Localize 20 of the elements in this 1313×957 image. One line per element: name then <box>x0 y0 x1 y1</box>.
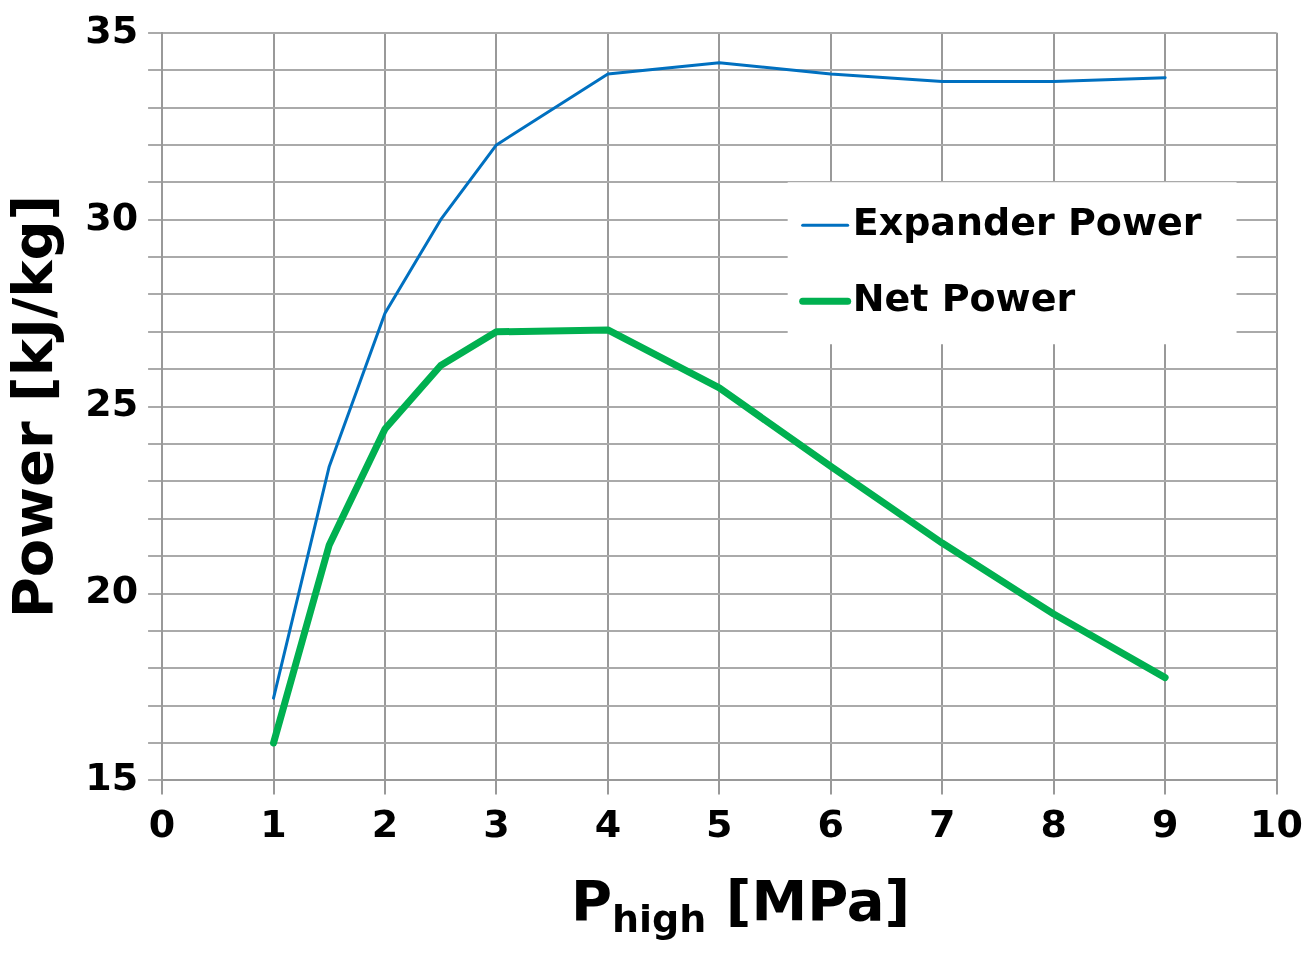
y-axis-title: Power [kJ/kg] <box>0 194 66 619</box>
x-tick-label: 0 <box>148 802 176 847</box>
y-tick-label: 30 <box>85 194 139 239</box>
x-tick-label: 5 <box>706 802 733 847</box>
y-tick-label: 25 <box>85 381 139 426</box>
y-tick-label: 15 <box>85 755 139 800</box>
y-tick-label: 20 <box>85 568 139 613</box>
x-tick-label: 3 <box>483 802 510 847</box>
x-tick-label: 4 <box>594 802 622 847</box>
x-tick-label: 7 <box>928 802 956 847</box>
legend-label: Expander Power <box>852 200 1202 245</box>
x-tick-label: 1 <box>260 802 287 847</box>
legend-label: Net Power <box>852 276 1076 321</box>
x-tick-label: 6 <box>817 802 844 847</box>
x-axis-title: P$_{high}$ [MPa] <box>569 868 912 942</box>
x-tick-label: 10 <box>1250 802 1303 847</box>
x-tick-label: 9 <box>1151 802 1179 847</box>
x-tick-label: 2 <box>371 802 399 847</box>
y-tick-label: 35 <box>85 7 139 52</box>
x-tick-label: 8 <box>1040 802 1067 847</box>
